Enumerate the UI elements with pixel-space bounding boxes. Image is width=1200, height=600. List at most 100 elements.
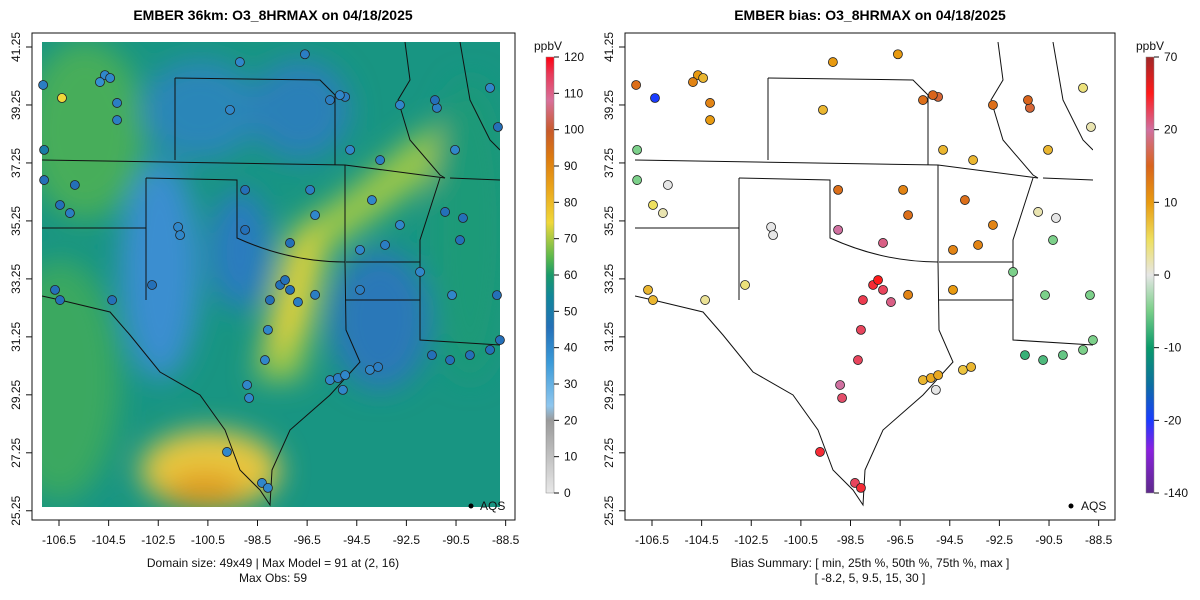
station-marker bbox=[240, 224, 251, 235]
station-marker bbox=[222, 447, 232, 457]
station-marker bbox=[458, 213, 468, 223]
x-tick-label: -96.5 bbox=[293, 533, 321, 547]
station-marker bbox=[445, 355, 455, 365]
station-bias-marker bbox=[948, 284, 958, 295]
station-marker bbox=[260, 355, 270, 365]
colorbar-tick-label: 0 bbox=[1164, 268, 1171, 282]
station-marker bbox=[305, 184, 316, 195]
station-bias-marker bbox=[631, 80, 642, 90]
x-tick-label: -104.5 bbox=[685, 533, 719, 547]
station-marker bbox=[367, 195, 377, 205]
colorbar-tick-label: 30 bbox=[564, 377, 578, 391]
station-marker bbox=[375, 155, 385, 165]
station-bias-marker bbox=[968, 155, 978, 165]
station-bias-marker bbox=[768, 230, 778, 241]
station-marker bbox=[427, 350, 437, 361]
station-marker bbox=[50, 284, 60, 295]
colorbar-tick-label: 100 bbox=[564, 123, 584, 137]
station-marker bbox=[112, 98, 122, 108]
station-bias-marker bbox=[705, 98, 715, 108]
station-marker bbox=[450, 144, 460, 155]
station-bias-marker bbox=[1038, 355, 1048, 365]
station-marker bbox=[455, 235, 465, 245]
y-tick-label: 33.25 bbox=[602, 264, 616, 294]
station-marker bbox=[225, 104, 235, 115]
station-bias-marker bbox=[835, 380, 845, 390]
station-marker bbox=[430, 95, 440, 105]
station-bias-marker bbox=[837, 393, 847, 403]
x-tick-label: -88.5 bbox=[492, 533, 520, 547]
station-bias-marker bbox=[1033, 207, 1044, 217]
y-tick-label: 33.25 bbox=[9, 264, 23, 294]
station-bias-marker bbox=[1051, 213, 1061, 223]
colorbar-tick-label: 20 bbox=[564, 413, 578, 427]
station-bias-marker bbox=[1085, 290, 1095, 301]
station-bias-marker bbox=[988, 220, 998, 230]
station-marker bbox=[345, 144, 355, 155]
station-marker bbox=[39, 144, 50, 155]
station-bias-marker bbox=[930, 384, 941, 395]
model-panel: EMBER 36km: O3_8HRMAX on 04/18/2025 -106… bbox=[9, 7, 584, 585]
station-bias-marker bbox=[833, 184, 844, 195]
bias-colorbar bbox=[1145, 56, 1155, 494]
station-bias-marker bbox=[1020, 350, 1030, 361]
x-tick-label: -94.5 bbox=[343, 533, 371, 547]
bias-panel-title: EMBER bias: O3_8HRMAX on 04/18/2025 bbox=[734, 7, 1006, 23]
colorbar-tick-label: 10 bbox=[564, 450, 578, 464]
station-bias-marker bbox=[903, 210, 913, 221]
x-tick-label: -98.5 bbox=[244, 533, 272, 547]
colorbar-tick-label: -20 bbox=[1164, 413, 1182, 427]
station-marker bbox=[447, 290, 457, 301]
aqs-legend-label: AQS bbox=[480, 499, 505, 513]
station-marker bbox=[395, 100, 405, 110]
station-marker bbox=[337, 384, 348, 395]
model-caption-maxobs: Max Obs: 59 bbox=[239, 571, 307, 585]
station-marker bbox=[340, 370, 351, 381]
bias-basemap bbox=[635, 42, 1093, 506]
station-marker bbox=[325, 95, 335, 105]
y-tick-label: 25.25 bbox=[602, 495, 616, 525]
station-marker bbox=[107, 295, 118, 305]
station-bias-marker bbox=[918, 375, 928, 385]
y-tick-label: 29.25 bbox=[9, 379, 23, 409]
x-tick-label: -104.5 bbox=[92, 533, 126, 547]
station-marker bbox=[240, 184, 251, 195]
colorbar-tick-label: -10 bbox=[1164, 341, 1182, 355]
x-tick-label: -92.5 bbox=[393, 533, 421, 547]
station-bias-marker bbox=[650, 93, 660, 103]
station-bias-marker bbox=[818, 104, 828, 115]
station-marker bbox=[310, 289, 320, 300]
station-bias-marker bbox=[958, 364, 968, 375]
x-tick-label: -96.5 bbox=[886, 533, 914, 547]
x-tick-label: -94.5 bbox=[936, 533, 964, 547]
station-bias-marker bbox=[766, 222, 777, 232]
colorbar-tick-label: 10 bbox=[1164, 195, 1178, 209]
y-tick-label: 25.25 bbox=[9, 495, 23, 525]
station-marker bbox=[440, 207, 451, 217]
colorbar-tick-label: -140 bbox=[1164, 486, 1188, 500]
aqs-legend-dot bbox=[468, 503, 474, 509]
x-tick-label: -102.5 bbox=[734, 533, 768, 547]
station-marker bbox=[415, 267, 425, 277]
station-bias-marker bbox=[1078, 344, 1088, 355]
station-bias-marker bbox=[893, 49, 903, 60]
colorbar-tick-label: 50 bbox=[564, 304, 578, 318]
y-tick-label: 41.25 bbox=[9, 32, 23, 62]
colorbar-tick-label: 80 bbox=[564, 195, 578, 209]
station-bias-marker bbox=[973, 240, 983, 250]
station-bias-marker bbox=[648, 200, 658, 210]
station-marker bbox=[355, 244, 365, 255]
station-marker bbox=[263, 482, 273, 493]
model-colorbar-unit: ppbV bbox=[534, 39, 562, 53]
station-marker bbox=[285, 238, 295, 248]
station-marker bbox=[485, 344, 495, 355]
station-marker bbox=[57, 93, 67, 103]
station-bias-marker bbox=[933, 370, 944, 381]
station-bias-marker bbox=[827, 57, 838, 67]
x-tick-label: -92.5 bbox=[986, 533, 1014, 547]
colorbar-tick-label: 20 bbox=[1164, 123, 1178, 137]
bias-station-markers bbox=[631, 49, 1098, 493]
station-bias-marker bbox=[1023, 95, 1033, 105]
station-bias-marker bbox=[662, 180, 673, 190]
